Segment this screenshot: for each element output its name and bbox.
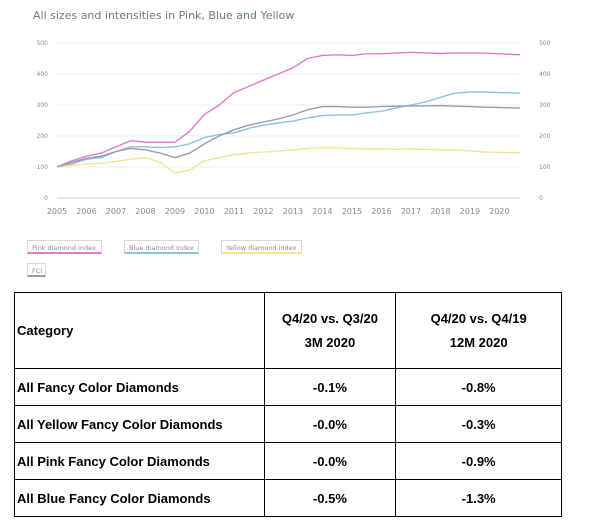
x-tick-label: 2008	[135, 207, 155, 216]
table-row: All Pink Fancy Color Diamonds -0.0% -0.9…	[14, 442, 562, 480]
row-year-change: -0.9%	[395, 442, 562, 480]
line-chart: 0 0 100 100 200 200 300 300 400 400 500 500 2005 2006…	[37, 40, 551, 216]
y-tick-label-left: 300	[37, 102, 49, 109]
header-quarter: Q4/20 vs. Q3/20 3M 2020	[263, 292, 397, 369]
y-tick-label-left: 100	[37, 164, 49, 171]
row-category: All Blue Fancy Color Diamonds	[14, 479, 265, 517]
y-tick-label-left: 500	[37, 40, 49, 47]
y-tick-label-right: 500	[539, 40, 551, 47]
row-quarter-change: -0.0%	[263, 442, 397, 480]
grid-layer	[57, 42, 520, 199]
x-tick-label: 2013	[283, 207, 303, 216]
x-tick-label: 2009	[165, 207, 185, 216]
legend-blue[interactable]: Blue diamond index	[124, 240, 199, 254]
x-tick-label: 2007	[106, 207, 126, 216]
row-quarter-change: -0.1%	[263, 368, 397, 406]
y-tick-label-right: 200	[539, 133, 551, 140]
header-category: Category	[14, 292, 265, 369]
header-quarter-line1: Q4/20 vs. Q3/20	[281, 310, 378, 326]
y-tick-label-right: 400	[539, 71, 551, 78]
legend-pink[interactable]: Pink diamond index	[27, 240, 102, 254]
table-row: All Blue Fancy Color Diamonds -0.5% -1.3…	[14, 479, 562, 517]
row-year-change: -0.8%	[395, 368, 562, 406]
series-layer	[56, 51, 521, 174]
x-tick-label: 2017	[401, 207, 421, 216]
x-tick-label: 2020	[489, 207, 509, 216]
x-tick-label: 2014	[312, 207, 332, 216]
header-year-line2: 12M 2020	[449, 334, 508, 350]
row-year-change: -1.3%	[395, 479, 562, 517]
axis-layer: 0 0 100 100 200 200 300 300 400 400 500 500 2005 2006…	[37, 40, 551, 216]
x-tick-label: 2006	[76, 207, 96, 216]
y-tick-label-left: 400	[37, 71, 49, 78]
x-tick-label: 2018	[430, 207, 450, 216]
legend-yellow[interactable]: Yellow diamond index	[221, 240, 302, 254]
x-tick-label: 2019	[460, 207, 480, 216]
series-line-blue-diamond-index	[56, 91, 521, 168]
data-table: Category Q4/20 vs. Q3/20 3M 2020 Q4/20 v…	[14, 292, 562, 517]
series-line-yellow-diamond-index	[56, 147, 521, 174]
x-tick-label: 2011	[224, 207, 244, 216]
x-tick-label: 2010	[194, 207, 214, 216]
x-tick-label: 2005	[47, 207, 67, 216]
y-tick-label-left: 200	[37, 133, 49, 140]
y-tick-label-right: 100	[539, 164, 551, 171]
x-tick-label: 2015	[342, 207, 362, 216]
row-category: All Fancy Color Diamonds	[14, 368, 265, 406]
header-year: Q4/20 vs. Q4/19 12M 2020	[395, 292, 562, 369]
row-quarter-change: -0.0%	[263, 405, 397, 443]
table-row: All Fancy Color Diamonds -0.1% -0.8%	[14, 368, 562, 406]
table-row: All Yellow Fancy Color Diamonds -0.0% -0…	[14, 405, 562, 443]
legend-fci[interactable]: FCI	[27, 263, 46, 277]
row-category: All Yellow Fancy Color Diamonds	[14, 405, 265, 443]
row-year-change: -0.3%	[395, 405, 562, 443]
table-header-row: Category Q4/20 vs. Q3/20 3M 2020 Q4/20 v…	[14, 292, 562, 369]
header-quarter-line2: 3M 2020	[304, 334, 356, 350]
y-tick-label-right: 0	[539, 195, 543, 202]
header-year-line1: Q4/20 vs. Q4/19	[430, 310, 527, 326]
chart-title: All sizes and intensities in Pink, Blue …	[33, 9, 295, 22]
y-tick-label-left: 0	[44, 195, 48, 202]
x-tick-label: 2016	[371, 207, 391, 216]
series-line-fci	[56, 104, 521, 168]
row-category: All Pink Fancy Color Diamonds	[14, 442, 265, 480]
x-tick-label: 2012	[253, 207, 273, 216]
y-tick-label-right: 300	[539, 102, 551, 109]
series-line-pink-diamond-index	[56, 51, 521, 168]
row-quarter-change: -0.5%	[263, 479, 397, 517]
